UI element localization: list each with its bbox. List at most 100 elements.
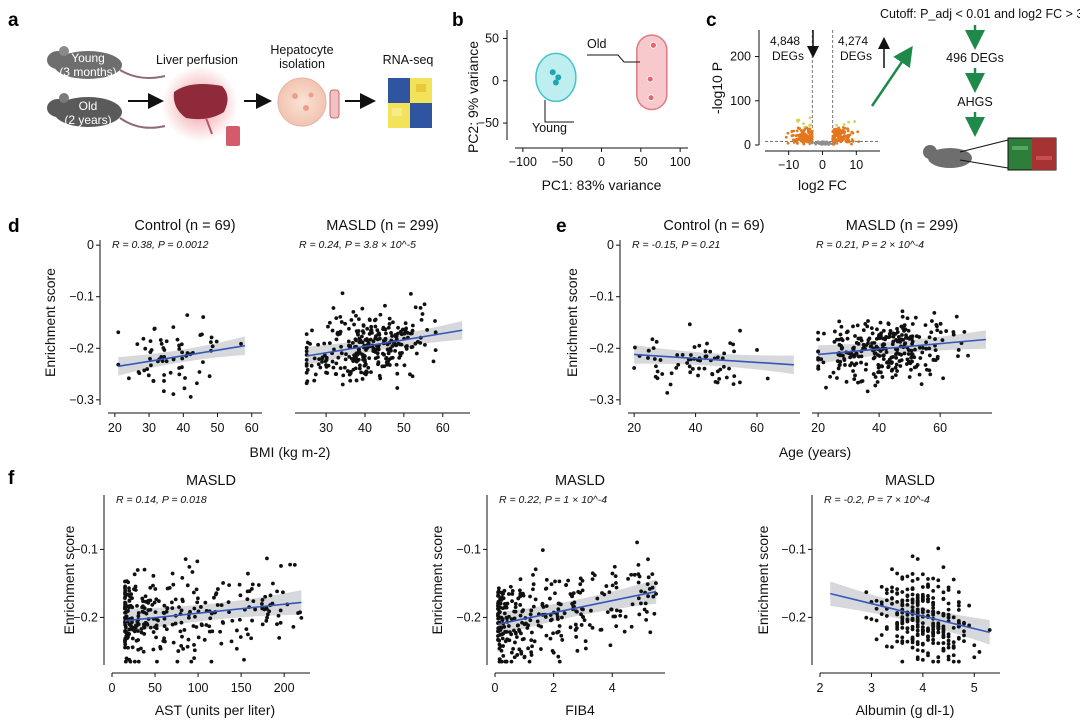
- volcano-point: [837, 126, 841, 130]
- d-control-point: [116, 330, 121, 335]
- e-control-x-tick-label: 40: [689, 421, 703, 435]
- e-masld-point: [816, 337, 821, 342]
- panel-letter-d: d: [8, 216, 20, 237]
- f-fib4-x-tick-label: 4: [609, 681, 616, 695]
- f-ast-point: [144, 611, 149, 616]
- f-ast-point: [195, 559, 200, 564]
- volcano-ns-point: [808, 142, 811, 146]
- f-fib4-point: [575, 648, 580, 653]
- f-fib4-point: [590, 625, 595, 630]
- f-fib4-point: [574, 609, 579, 614]
- f-fib4-point: [501, 591, 506, 596]
- f-ast-point: [175, 659, 180, 664]
- f-ast-point: [260, 606, 265, 611]
- f-fib4-point: [532, 639, 537, 644]
- d-control-stat: R = 0.38, P = 0.0012: [112, 239, 209, 251]
- f-fib4-point: [558, 602, 563, 607]
- d-control-x-tick-label: 30: [142, 421, 156, 435]
- volcano-point: [838, 133, 842, 137]
- f-fib4-point: [566, 578, 571, 583]
- e-masld-point: [914, 334, 919, 339]
- d-control-point: [177, 372, 182, 377]
- f-fib4-point: [630, 602, 635, 607]
- f-fib4-point: [580, 588, 585, 593]
- d-control-point: [161, 389, 166, 394]
- f-albumin-point: [972, 655, 977, 660]
- d-masld-point: [324, 358, 329, 362]
- volcano-point: [790, 130, 794, 133]
- d-masld-point: [318, 365, 323, 370]
- e-control-point: [697, 366, 701, 371]
- f-albumin-point: [915, 648, 920, 653]
- d-control-point: [194, 381, 199, 386]
- f-albumin-point: [926, 582, 930, 587]
- f-fib4-point: [579, 612, 583, 617]
- d-control-point: [162, 379, 166, 383]
- e-masld-point: [874, 336, 879, 341]
- e-masld-point: [866, 319, 870, 323]
- f-albumin-point: [874, 606, 879, 611]
- f-fib4-point: [556, 654, 561, 659]
- e-masld-point: [821, 360, 826, 365]
- f-ast-point: [126, 645, 130, 650]
- f-albumin-point: [946, 615, 951, 620]
- e-masld-point: [853, 352, 858, 356]
- f-ast-point: [130, 620, 134, 625]
- f-fib4-point: [501, 644, 505, 648]
- f-albumin-point: [946, 654, 951, 659]
- e-masld-point: [844, 330, 849, 335]
- f-fib4-point: [506, 624, 511, 628]
- f-ast-point: [277, 635, 282, 640]
- f-fib4-point: [509, 617, 514, 622]
- d-masld-point: [373, 324, 378, 329]
- f-ast-point: [135, 568, 140, 572]
- d-masld-point: [361, 324, 366, 328]
- f-fib4-point: [510, 592, 515, 596]
- f-albumin-point: [905, 630, 910, 634]
- f-ast-point: [170, 622, 175, 627]
- f-fib4-point: [533, 567, 538, 572]
- d-masld-point: [346, 339, 351, 344]
- f-fib4-point: [632, 572, 637, 577]
- d-masld-point: [386, 348, 390, 352]
- f-ast-point: [132, 572, 137, 577]
- f-albumin-point: [936, 584, 941, 589]
- f-fib4-point: [544, 586, 549, 591]
- d-masld-x-tick-label: 40: [358, 421, 372, 435]
- panel-letter-e: e: [556, 216, 567, 237]
- f-fib4-point: [496, 586, 501, 591]
- d-masld-point: [385, 362, 389, 367]
- f-albumin-point: [910, 627, 915, 632]
- f-albumin-point: [879, 584, 884, 589]
- f-ast-point: [132, 587, 136, 592]
- d-control-x-tick-label: 60: [245, 421, 259, 435]
- d-masld-point: [304, 358, 309, 362]
- f-ast-point: [227, 610, 231, 615]
- f-albumin-point: [915, 577, 920, 581]
- e-control-x-tick-label: 20: [627, 421, 641, 435]
- f-albumin-point: [900, 621, 905, 626]
- d-masld-point: [376, 347, 381, 352]
- e-masld-point: [848, 355, 853, 360]
- f-albumin-point: [931, 589, 936, 593]
- f-fib4-point: [497, 615, 502, 620]
- e-masld-stat: R = 0.21, P = 2 × 10^-4: [816, 239, 924, 251]
- f-albumin-point: [910, 608, 915, 613]
- e-masld-point: [934, 322, 939, 327]
- f-fib4-point: [595, 596, 600, 601]
- e-masld-point: [900, 333, 904, 337]
- e-control-point: [755, 348, 759, 352]
- f-ast-point: [215, 587, 220, 591]
- f-fib4-point: [518, 603, 523, 607]
- f-fib4-point: [518, 613, 523, 618]
- f-fib4-point: [605, 610, 610, 615]
- f-albumin-point: [905, 594, 910, 599]
- f-albumin-point: [915, 632, 920, 637]
- e-masld-point: [845, 336, 850, 341]
- e-masld-point: [956, 354, 960, 358]
- f-ast-point: [278, 620, 283, 625]
- e-masld-point: [907, 375, 912, 379]
- f-fib4-point: [648, 630, 653, 635]
- volcano-point: [856, 130, 860, 134]
